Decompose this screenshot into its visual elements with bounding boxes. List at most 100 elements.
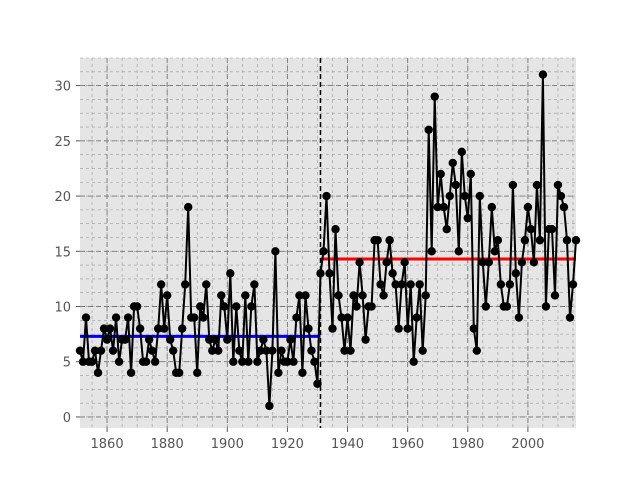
data-series	[75, 70, 581, 411]
data-point	[162, 291, 172, 300]
data-point	[105, 324, 115, 333]
data-point	[463, 213, 472, 223]
data-point	[223, 335, 232, 344]
data-point	[430, 92, 439, 101]
data-point	[244, 357, 253, 366]
data-point	[400, 258, 409, 267]
data-point	[442, 224, 451, 234]
data-point	[313, 379, 322, 389]
y-tick-label: 15	[54, 245, 71, 260]
data-point	[541, 302, 551, 311]
data-point	[156, 280, 166, 289]
data-point	[454, 247, 463, 256]
data-point	[238, 357, 247, 366]
data-point	[190, 313, 199, 322]
data-point	[361, 335, 370, 344]
data-point	[298, 368, 307, 377]
data-point	[433, 202, 442, 212]
data-point	[241, 291, 250, 300]
data-point	[349, 291, 358, 300]
data-point	[562, 236, 572, 245]
x-tick-label: 1900	[211, 437, 244, 452]
data-point	[538, 70, 548, 79]
x-tick-label: 1880	[151, 437, 184, 452]
data-point	[526, 224, 536, 234]
data-point	[108, 346, 118, 355]
data-point	[150, 357, 160, 366]
data-point	[262, 346, 271, 355]
data-point	[205, 335, 214, 344]
data-point	[123, 313, 133, 322]
data-point	[556, 191, 566, 201]
data-point	[451, 180, 460, 190]
data-point	[328, 324, 337, 333]
data-point	[523, 202, 533, 212]
data-point	[135, 324, 145, 333]
data-point	[511, 269, 521, 278]
data-point	[340, 346, 349, 355]
data-point	[247, 302, 256, 311]
data-point	[178, 324, 187, 333]
data-point	[388, 269, 397, 278]
data-point	[409, 357, 418, 366]
x-tick-label: 1940	[331, 437, 364, 452]
data-point	[346, 346, 355, 355]
data-point	[217, 291, 226, 300]
data-point	[457, 147, 466, 157]
data-point	[253, 357, 262, 366]
data-point	[535, 236, 545, 245]
data-point	[147, 346, 157, 355]
data-point	[87, 357, 97, 366]
data-point	[316, 269, 325, 278]
x-tick-label: 1980	[451, 437, 484, 452]
data-point	[343, 313, 352, 322]
data-point	[301, 291, 310, 300]
data-point	[235, 346, 244, 355]
data-point	[475, 191, 485, 201]
data-point	[565, 313, 575, 322]
data-point	[436, 169, 445, 179]
data-point	[184, 202, 193, 212]
data-point	[496, 280, 506, 289]
data-point	[319, 247, 328, 256]
data-point	[331, 224, 340, 234]
data-point	[352, 302, 361, 311]
data-point	[385, 236, 394, 245]
data-point	[508, 180, 518, 190]
data-point	[214, 346, 223, 355]
y-tick-label: 20	[54, 190, 71, 205]
data-point	[268, 346, 277, 355]
data-point	[159, 324, 169, 333]
data-point	[232, 302, 241, 311]
data-point	[355, 258, 364, 267]
data-point	[111, 313, 121, 322]
data-point	[334, 291, 343, 300]
x-tick-labels: 1860 1880 1900 1920 1940 1960 1980 2000	[91, 437, 545, 452]
y-tick-label: 25	[54, 135, 71, 150]
data-point	[532, 180, 542, 190]
data-point	[466, 169, 475, 179]
data-point	[529, 258, 539, 267]
axis-ticks	[76, 85, 529, 432]
data-point	[120, 335, 130, 344]
data-point	[382, 258, 391, 267]
data-point	[379, 291, 388, 300]
data-point	[406, 280, 415, 289]
data-point	[265, 401, 274, 411]
data-point	[415, 280, 424, 289]
data-point	[547, 224, 557, 234]
data-point	[481, 302, 491, 311]
data-point	[505, 280, 515, 289]
data-point	[373, 236, 382, 245]
data-point	[126, 368, 136, 377]
data-point	[99, 324, 109, 333]
data-point	[460, 191, 469, 201]
data-point	[403, 324, 412, 333]
data-point	[568, 280, 578, 289]
data-point	[199, 313, 208, 322]
y-tick-label: 5	[63, 356, 71, 371]
data-point	[391, 280, 400, 289]
data-point	[307, 346, 316, 355]
data-point	[114, 357, 124, 366]
